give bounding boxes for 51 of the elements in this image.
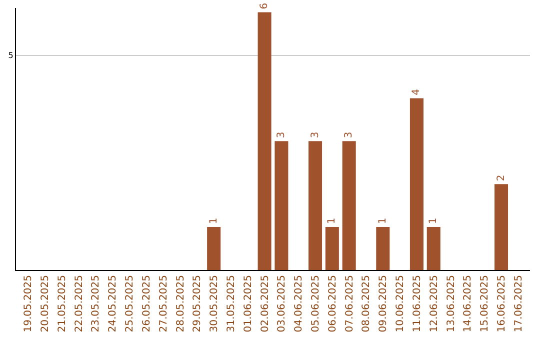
x-tick-label: 19.05.2025 [23,275,34,332]
bar [308,141,322,270]
x-tick-label: 23.05.2025 [90,275,102,332]
x-tick-label: 30.05.2025 [209,275,220,332]
x-tick-label: 17.06.2025 [513,275,524,332]
x-tick-label: 20.05.2025 [40,275,51,332]
data-label: 6 [259,2,270,10]
data-label: 1 [428,218,440,224]
data-label: 1 [377,218,388,224]
bar [207,227,221,270]
x-tick-label: 09.06.2025 [378,275,390,332]
x-tick-label: 07.06.2025 [344,275,356,332]
x-tick-label: 06.06.2025 [327,275,338,332]
data-label: 4 [411,88,422,96]
bar [325,227,339,270]
bar [274,141,288,270]
x-tick-label: 01.06.2025 [242,275,254,332]
x-tick-label: 16.06.2025 [496,275,508,332]
x-tick-label: 03.06.2025 [276,275,288,332]
x-tick-label: 27.05.2025 [158,275,170,332]
data-label: 1 [208,218,220,224]
data-label: 2 [496,174,507,182]
bar [410,98,424,270]
x-tick-label: 08.06.2025 [361,275,372,332]
data-label: 3 [276,132,287,138]
y-tick-label: 5 [8,51,14,60]
data-label: 3 [344,132,355,138]
x-tick-label: 11.06.2025 [412,275,423,332]
bar [426,227,440,270]
x-tick-label: 04.06.2025 [294,275,305,332]
x-tick-label: 13.06.2025 [446,275,457,332]
bar [376,227,390,270]
data-label: 3 [310,132,321,138]
x-tick-label: 02.06.2025 [260,275,271,332]
x-tick-label: 24.05.2025 [108,275,119,332]
x-tick-label: 21.05.2025 [56,275,68,332]
x-tick-label: 28.05.2025 [175,275,186,332]
data-label: 1 [326,218,338,224]
x-tick-label: 26.05.2025 [141,275,152,332]
x-tick-label: 14.06.2025 [462,275,474,332]
x-tick-label: 15.06.2025 [480,275,491,332]
bar [258,12,272,270]
x-tick-label: 22.05.2025 [74,275,85,332]
bar [342,141,356,270]
x-tick-label: 10.06.2025 [395,275,406,332]
x-tick-label: 12.06.2025 [428,275,440,332]
x-tick-label: 05.06.2025 [310,275,322,332]
bar [494,184,508,270]
x-tick-label: 31.05.2025 [226,275,237,332]
x-tick-label: 29.05.2025 [192,275,204,332]
x-tick-label: 25.05.2025 [124,275,136,332]
